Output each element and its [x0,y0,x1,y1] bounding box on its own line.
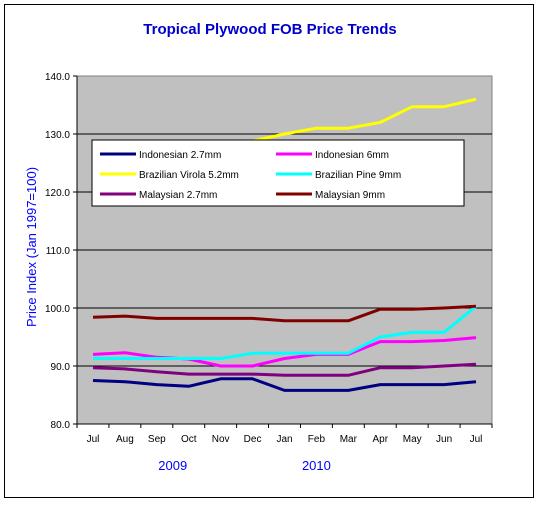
series-line [92,304,477,323]
series-line [92,377,477,392]
x-tick-label: Aug [116,434,134,445]
x-tick-label: Jul [470,434,483,445]
x-tick-label: Oct [181,434,197,445]
y-tick-label: 100.0 [45,304,70,315]
legend-label: Malaysian 2.7mm [139,190,217,201]
y-tick-label: 120.0 [45,188,70,199]
x-tick-label: Nov [212,434,230,445]
y-tick-label: 140.0 [45,72,70,83]
series-line [93,305,477,360]
x-tick-label: Mar [340,434,358,445]
x-tick-label: Jun [436,434,452,445]
chart-frame: Tropical Plywood FOB Price Trends Price … [4,4,534,498]
line-chart: Tropical Plywood FOB Price Trends Price … [24,21,493,473]
y-tick-label: 80.0 [51,420,71,431]
legend-label: Brazilian Virola 5.2mm [139,170,239,181]
x-tick-label: Feb [308,434,326,445]
x-tick-label: Sep [148,434,166,445]
legend-label: Indonesian 6mm [315,150,389,161]
x-tick-label: Jul [87,434,100,445]
x-tick-label: Apr [372,434,388,445]
y-axis-label: Price Index (Jan 1997=100) [24,167,39,327]
x-tick-label: May [403,434,422,445]
y-tick-label: 110.0 [46,246,71,257]
year-label: 2010 [302,458,331,473]
legend-label: Brazilian Pine 9mm [315,170,401,181]
y-tick-label: 130.0 [45,130,70,141]
year-label: 2009 [158,458,187,473]
chart-title: Tropical Plywood FOB Price Trends [143,21,396,38]
x-tick-label: Dec [244,434,262,445]
legend-label: Malaysian 9mm [315,190,385,201]
series-line [92,362,477,377]
y-tick-label: 90.0 [51,362,71,373]
x-tick-label: Jan [276,434,292,445]
legend-label: Indonesian 2.7mm [139,150,221,161]
